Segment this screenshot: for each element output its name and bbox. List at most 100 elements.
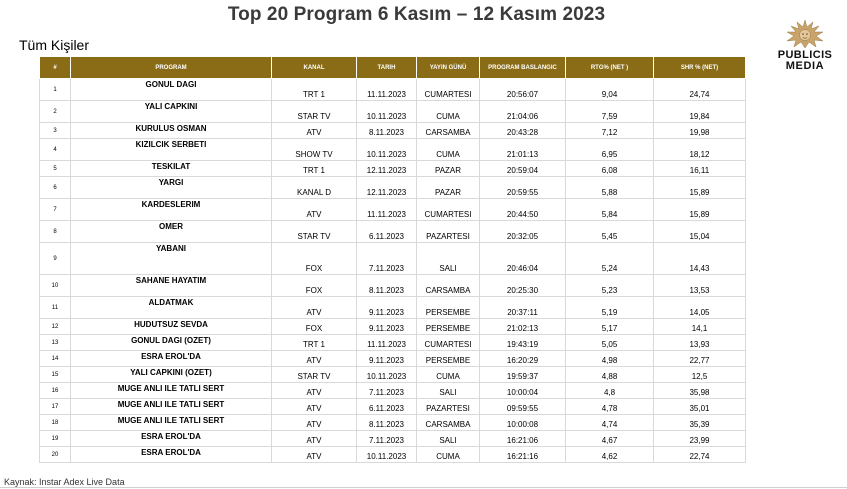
cell-rank: 19 <box>39 430 71 447</box>
cell-rank: 13 <box>39 334 71 351</box>
cell-program: MUGE ANLI ILE TATLI SERT <box>70 382 272 399</box>
cell-rating: 5,19 <box>565 296 654 319</box>
cell-day: PAZAR <box>416 160 480 177</box>
cell-day: CARSAMBA <box>416 274 480 297</box>
cell-channel: KANAL D <box>271 176 357 199</box>
cell-share: 22,74 <box>653 446 746 463</box>
cell-share: 15,89 <box>653 198 746 221</box>
cell-program: YARGI <box>70 176 272 199</box>
cell-rating: 5,17 <box>565 318 654 335</box>
logo-text-media: MEDIA <box>785 60 825 72</box>
cell-date: 10.11.2023 <box>356 366 417 383</box>
cell-rank: 2 <box>39 100 71 123</box>
table-row: 3 KURULUS OSMAN ATV 8.11.2023 CARSAMBA 20:43:… <box>39 122 746 139</box>
lion-head-icon <box>786 19 824 49</box>
cell-day: CUMA <box>416 138 480 161</box>
cell-rank: 1 <box>39 78 71 101</box>
cell-rating: 5,88 <box>565 176 654 199</box>
cell-rank: 9 <box>39 242 71 275</box>
cell-day: CUMARTESI <box>416 334 480 351</box>
cell-date: 11.11.2023 <box>356 78 417 101</box>
cell-rank: 6 <box>39 176 71 199</box>
cell-rating: 5,23 <box>565 274 654 297</box>
cell-share: 14,05 <box>653 296 746 319</box>
header-broadcast-day: YAYIN GÜNÜ <box>416 56 480 79</box>
cell-channel: ATV <box>271 446 357 463</box>
cell-date: 9.11.2023 <box>356 318 417 335</box>
cell-rating: 4,78 <box>565 398 654 415</box>
cell-rating: 4,98 <box>565 350 654 367</box>
cell-rank: 20 <box>39 446 71 463</box>
cell-rating: 9,04 <box>565 78 654 101</box>
logo-text-publicis: PUBLICIS <box>777 49 833 61</box>
cell-rating: 5,05 <box>565 334 654 351</box>
cell-channel: TRT 1 <box>271 160 357 177</box>
table-row: 4 KIZILCIK SERBETI SHOW TV 10.11.2023 CUMA 21… <box>39 138 746 161</box>
cell-date: 7.11.2023 <box>356 430 417 447</box>
cell-day: SALI <box>416 382 480 399</box>
cell-share: 22,77 <box>653 350 746 367</box>
table-row: 16 MUGE ANLI ILE TATLI SERT ATV 7.11.2023 SA… <box>39 382 746 399</box>
cell-rank: 10 <box>39 274 71 297</box>
table-row: 14 ESRA EROL'DA ATV 9.11.2023 PERSEMBE 16:20:… <box>39 350 746 367</box>
cell-channel: STAR TV <box>271 366 357 383</box>
cell-program: GONUL DAGI (OZET) <box>70 334 272 351</box>
cell-share: 16,11 <box>653 160 746 177</box>
table-row: 13 GONUL DAGI (OZET) TRT 1 11.11.2023 CUMART… <box>39 334 746 351</box>
cell-rating: 4,74 <box>565 414 654 431</box>
bottom-divider <box>0 487 847 488</box>
header-program: PROGRAM <box>70 56 272 79</box>
cell-channel: TRT 1 <box>271 78 357 101</box>
header-share: SHR % (NET) <box>653 56 746 79</box>
cell-day: PERSEMBE <box>416 318 480 335</box>
cell-channel: FOX <box>271 318 357 335</box>
cell-start-time: 20:44:50 <box>479 198 566 221</box>
cell-channel: STAR TV <box>271 220 357 243</box>
cell-start-time: 21:01:13 <box>479 138 566 161</box>
cell-date: 7.11.2023 <box>356 382 417 399</box>
cell-start-time: 20:43:28 <box>479 122 566 139</box>
cell-share: 35,98 <box>653 382 746 399</box>
cell-start-time: 16:21:16 <box>479 446 566 463</box>
cell-share: 35,39 <box>653 414 746 431</box>
cell-date: 7.11.2023 <box>356 242 417 275</box>
table-row: 15 YALI CAPKINI (OZET) STAR TV 10.11.2023 CU… <box>39 366 746 383</box>
table-row: 1 GONUL DAGI TRT 1 11.11.2023 CUMARTESI 20:56… <box>39 78 746 101</box>
cell-program: KURULUS OSMAN <box>70 122 272 139</box>
cell-start-time: 10:00:04 <box>479 382 566 399</box>
cell-rank: 15 <box>39 366 71 383</box>
cell-share: 24,74 <box>653 78 746 101</box>
cell-date: 8.11.2023 <box>356 414 417 431</box>
table-row: 17 MUGE ANLI ILE TATLI SERT ATV 6.11.2023 PA… <box>39 398 746 415</box>
report-title: Top 20 Program 6 Kasım – 12 Kasım 2023 <box>227 4 606 25</box>
cell-rank: 16 <box>39 382 71 399</box>
cell-rank: 7 <box>39 198 71 221</box>
table-row: 12 HUDUTSUZ SEVDA FOX 9.11.2023 PERSEMBE 21:0… <box>39 318 746 335</box>
cell-date: 11.11.2023 <box>356 334 417 351</box>
cell-program: YABANI <box>70 242 272 275</box>
table-row: 11 ALDATMAK ATV 9.11.2023 PERSEMBE 20:37:11 5,… <box>39 296 746 319</box>
cell-rating: 6,95 <box>565 138 654 161</box>
cell-channel: STAR TV <box>271 100 357 123</box>
cell-channel: SHOW TV <box>271 138 357 161</box>
cell-rank: 11 <box>39 296 71 319</box>
cell-rating: 5,84 <box>565 198 654 221</box>
cell-rank: 12 <box>39 318 71 335</box>
table-row: 18 MUGE ANLI ILE TATLI SERT ATV 8.11.2023 CA… <box>39 414 746 431</box>
table-row: 2 YALI CAPKINI STAR TV 10.11.2023 CUMA 21:04:… <box>39 100 746 123</box>
cell-date: 11.11.2023 <box>356 198 417 221</box>
cell-channel: ATV <box>271 198 357 221</box>
cell-day: CUMA <box>416 100 480 123</box>
cell-share: 18,12 <box>653 138 746 161</box>
header-program-start: PROGRAM BASLANGIC <box>479 56 566 79</box>
cell-rating: 7,12 <box>565 122 654 139</box>
cell-day: CARSAMBA <box>416 122 480 139</box>
cell-start-time: 20:46:04 <box>479 242 566 275</box>
cell-share: 19,98 <box>653 122 746 139</box>
cell-start-time: 20:56:07 <box>479 78 566 101</box>
cell-share: 14,1 <box>653 318 746 335</box>
cell-share: 19,84 <box>653 100 746 123</box>
cell-day: PERSEMBE <box>416 350 480 367</box>
table-row: 10 SAHANE HAYATIM FOX 8.11.2023 CARSAMBA 20:2… <box>39 274 746 297</box>
cell-date: 6.11.2023 <box>356 398 417 415</box>
